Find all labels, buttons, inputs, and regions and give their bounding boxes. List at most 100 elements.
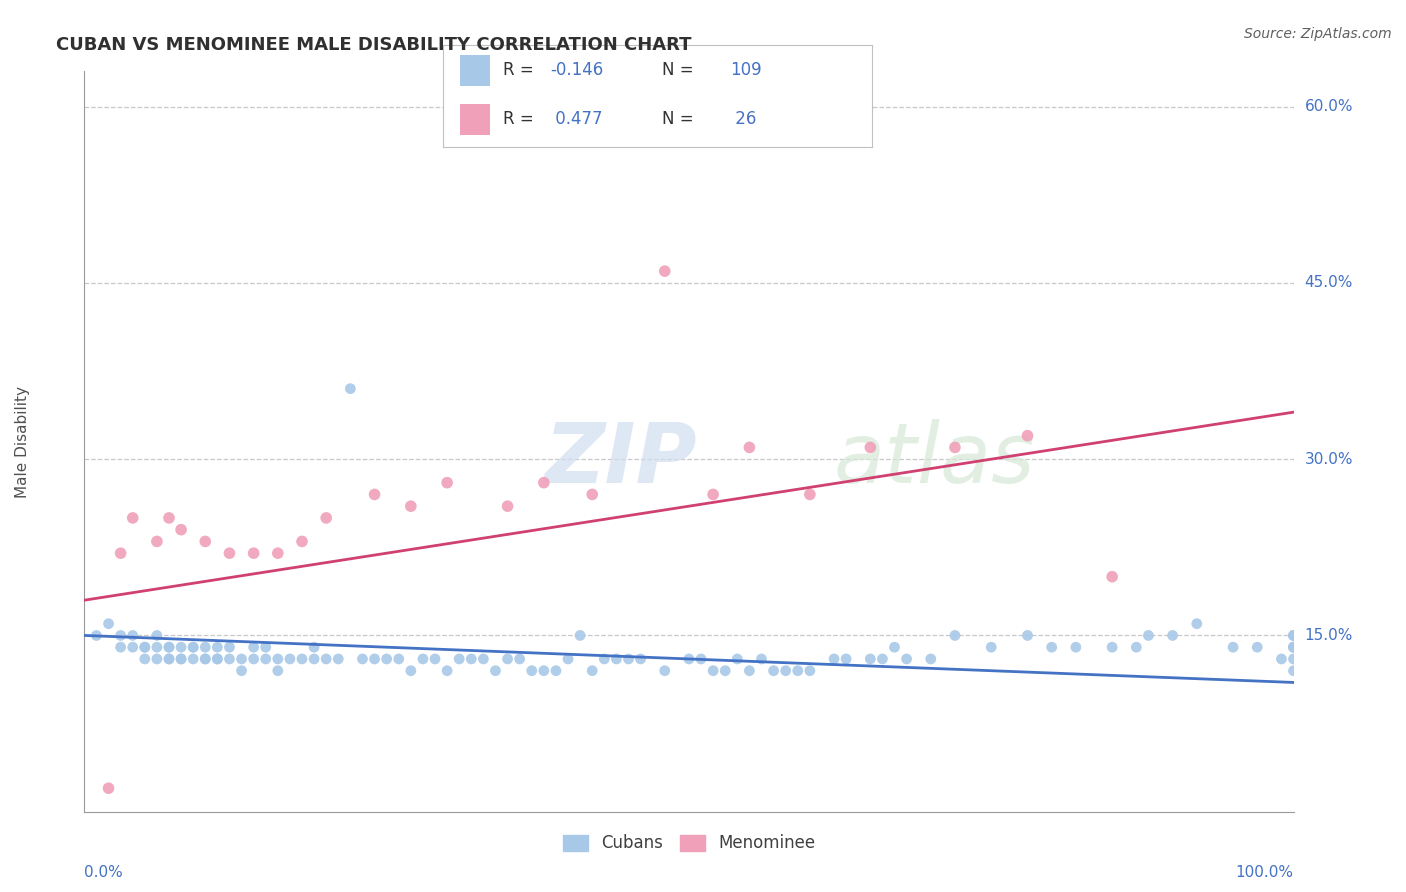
Point [943,628,966,642]
Point [762,664,785,678]
Point [617,652,640,666]
Point [254,640,277,655]
Point [544,664,567,678]
Point [157,640,180,655]
Point [630,652,652,666]
Point [218,640,240,655]
Point [302,640,325,655]
Text: 26: 26 [730,111,756,128]
Point [352,652,374,666]
Point [678,652,700,666]
Text: ZIP: ZIP [544,418,696,500]
Point [375,652,398,666]
Text: 60.0%: 60.0% [1305,99,1353,114]
Point [1017,428,1039,442]
Point [181,640,204,655]
Point [170,652,193,666]
Point [1282,640,1305,655]
Text: 100.0%: 100.0% [1236,864,1294,880]
Text: 109: 109 [730,62,762,79]
Point [399,499,422,513]
Point [654,664,676,678]
Legend: Cubans, Menominee: Cubans, Menominee [557,828,821,859]
Point [436,475,458,490]
Text: Male Disability: Male Disability [15,385,30,498]
Point [1282,664,1305,678]
Point [86,628,108,642]
Point [146,652,169,666]
Point [920,652,942,666]
Point [218,546,240,560]
Point [291,534,314,549]
Text: -0.146: -0.146 [550,62,603,79]
Point [823,652,845,666]
Point [315,511,337,525]
Point [110,546,132,560]
Point [363,487,385,501]
Point [533,664,555,678]
Point [859,441,882,455]
Point [1282,628,1305,642]
Point [859,652,882,666]
Point [97,781,120,796]
Text: atlas: atlas [834,418,1036,500]
Text: 15.0%: 15.0% [1305,628,1353,643]
Text: Source: ZipAtlas.com: Source: ZipAtlas.com [1244,27,1392,41]
Point [1040,640,1063,655]
Point [194,652,217,666]
Point [654,264,676,278]
Point [569,628,592,642]
Point [157,652,180,666]
Point [1282,640,1305,655]
Point [218,652,240,666]
Point [1101,570,1123,584]
Point [157,652,180,666]
Point [883,640,905,655]
Text: 30.0%: 30.0% [1305,451,1353,467]
Point [231,664,253,678]
Point [121,511,143,525]
Point [1101,640,1123,655]
Point [872,652,894,666]
Point [170,523,193,537]
Point [121,628,143,642]
Bar [460,55,491,86]
Point [496,499,519,513]
Point [1161,628,1184,642]
Point [254,652,277,666]
Point [1282,640,1305,655]
Point [181,652,204,666]
Point [157,640,180,655]
Point [134,652,156,666]
Point [242,652,264,666]
Point [702,487,724,501]
Point [181,640,204,655]
Point [1137,628,1160,642]
Point [363,652,385,666]
Point [267,546,290,560]
Text: N =: N = [662,62,699,79]
Point [170,652,193,666]
Point [520,664,543,678]
Point [121,640,143,655]
Point [460,652,482,666]
Point [786,664,808,678]
Point [267,652,290,666]
Point [194,640,217,655]
Point [593,652,616,666]
Point [449,652,471,666]
Point [170,640,193,655]
Point [1282,628,1305,642]
Point [980,640,1002,655]
Point [738,441,761,455]
Point [943,441,966,455]
Point [725,652,748,666]
Point [1282,652,1305,666]
Point [242,640,264,655]
Point [581,664,603,678]
Point [207,640,229,655]
Point [278,652,301,666]
Text: R =: R = [503,62,538,79]
Point [157,511,180,525]
Point [751,652,773,666]
